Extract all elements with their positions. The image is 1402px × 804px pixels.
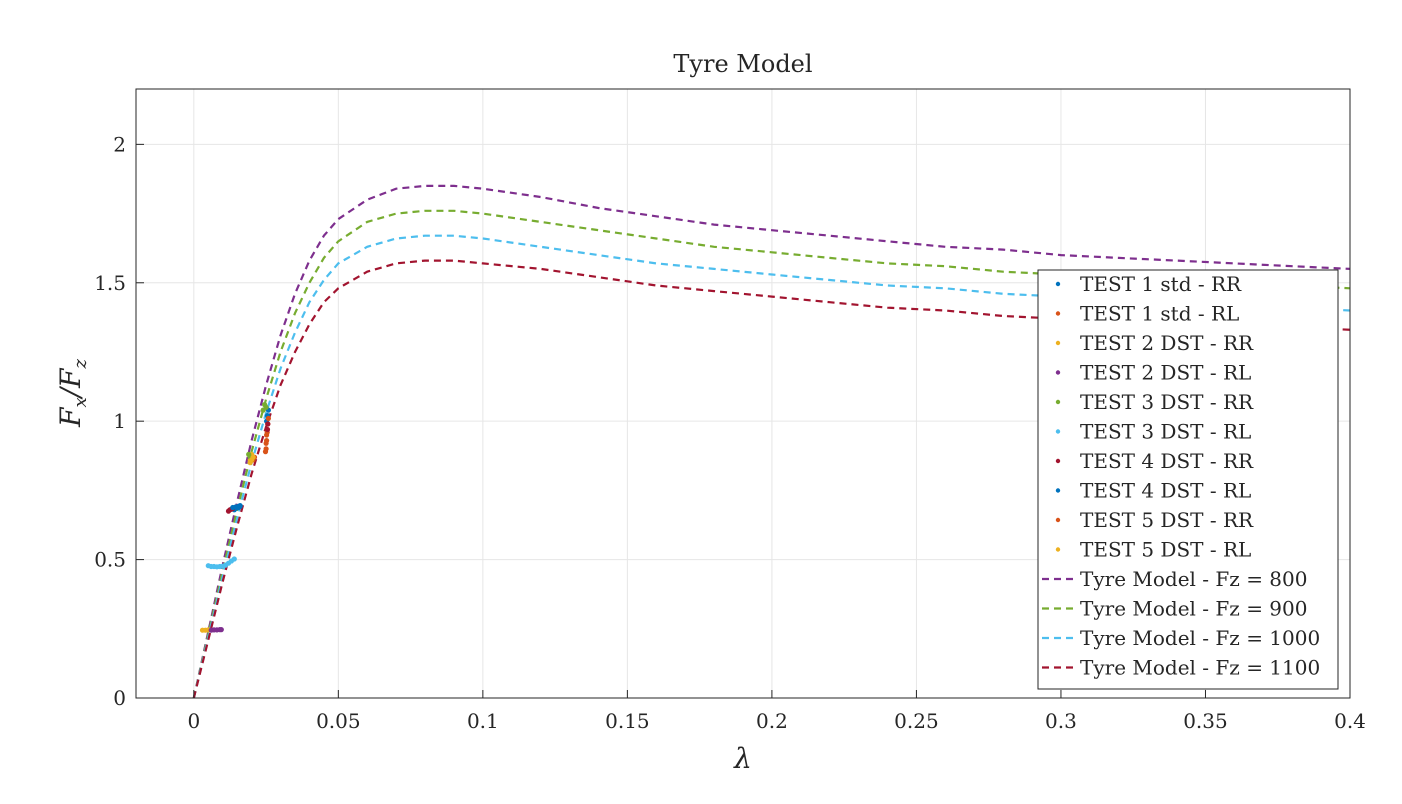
legend-label: TEST 5 DST - RR: [1080, 508, 1254, 532]
legend-label: Tyre Model - Fz = 800: [1080, 567, 1307, 591]
legend-marker: [1055, 399, 1061, 405]
x-tick-label: 0.2: [756, 709, 788, 733]
model-line-0: [192, 184, 1351, 699]
test-point-8: [263, 440, 269, 446]
legend-label: TEST 3 DST - RR: [1080, 390, 1254, 414]
x-tick-label: 0.3: [1045, 709, 1077, 733]
test-point-1: [265, 415, 271, 421]
plot-frame: [135, 88, 1351, 699]
x-axis-ticks: 0 0.05 0.1 0.15 0.2 0.25 0.3 0.35 0.4: [187, 690, 1366, 733]
legend-marker: [1055, 370, 1061, 375]
legend: TEST 1 std - RR TEST 1 std - RL TEST 2 DST…: [1037, 269, 1339, 690]
x-tick-label: 0.05: [316, 709, 361, 733]
legend-label: TEST 4 DST - RR: [1080, 449, 1254, 473]
legend-marker: [1055, 311, 1061, 316]
x-tick-label: 0.35: [1183, 709, 1228, 733]
test-point-6: [265, 421, 271, 427]
x-axis-label: λ: [733, 742, 752, 775]
legend-marker: [1055, 488, 1061, 493]
legend-marker: [1055, 517, 1061, 523]
legend-label: Tyre Model - Fz = 900: [1080, 597, 1307, 621]
legend-label: TEST 2 DST - RR: [1080, 331, 1254, 355]
x-tick-label: 0.25: [894, 709, 939, 733]
legend-marker: [1055, 458, 1061, 464]
y-axis-label: Fx/Fz: [54, 359, 91, 428]
test-point-5: [231, 556, 237, 562]
chart-title: Tyre Model: [673, 50, 812, 78]
legend-marker: [1055, 547, 1061, 552]
legend-label: TEST 5 DST - RL: [1080, 538, 1251, 562]
y-tick-label: 2: [113, 132, 126, 156]
test-point-3: [218, 627, 224, 633]
legend-label: Tyre Model - Fz = 1100: [1080, 656, 1320, 680]
test-point-8: [262, 449, 269, 455]
y-tick-label: 1: [113, 409, 126, 433]
legend-label: TEST 3 DST - RL: [1080, 420, 1251, 444]
test-point-7: [237, 503, 243, 509]
legend-marker: [1055, 281, 1061, 287]
test-point-6: [264, 426, 271, 433]
legend-label: Tyre Model - Fz = 1000: [1080, 626, 1320, 650]
test-point-4: [263, 404, 269, 410]
x-tick-label: 0: [187, 709, 200, 733]
test-point-8: [264, 432, 270, 438]
legend-label: TEST 2 DST - RL: [1080, 361, 1251, 385]
x-tick-label: 0.15: [605, 709, 650, 733]
y-tick-label: 0: [113, 686, 126, 710]
x-tick-label: 0.1: [467, 709, 499, 733]
x-tick-label: 0.4: [1334, 709, 1366, 733]
y-tick-label: 0.5: [94, 548, 126, 572]
test-point-9: [250, 454, 256, 460]
legend-label: TEST 1 std - RR: [1080, 272, 1242, 296]
legend-marker: [1055, 429, 1061, 434]
y-tick-label: 1.5: [94, 271, 126, 295]
svg-text:Fx/Fz: Fx/Fz: [54, 359, 91, 428]
legend-box: [1037, 269, 1339, 690]
legend-label: TEST 1 std - RL: [1080, 302, 1239, 326]
legend-label: TEST 4 DST - RL: [1080, 479, 1251, 503]
legend-marker: [1055, 340, 1061, 346]
y-axis-ticks: 0 0.5 1 1.5 2: [94, 132, 144, 710]
